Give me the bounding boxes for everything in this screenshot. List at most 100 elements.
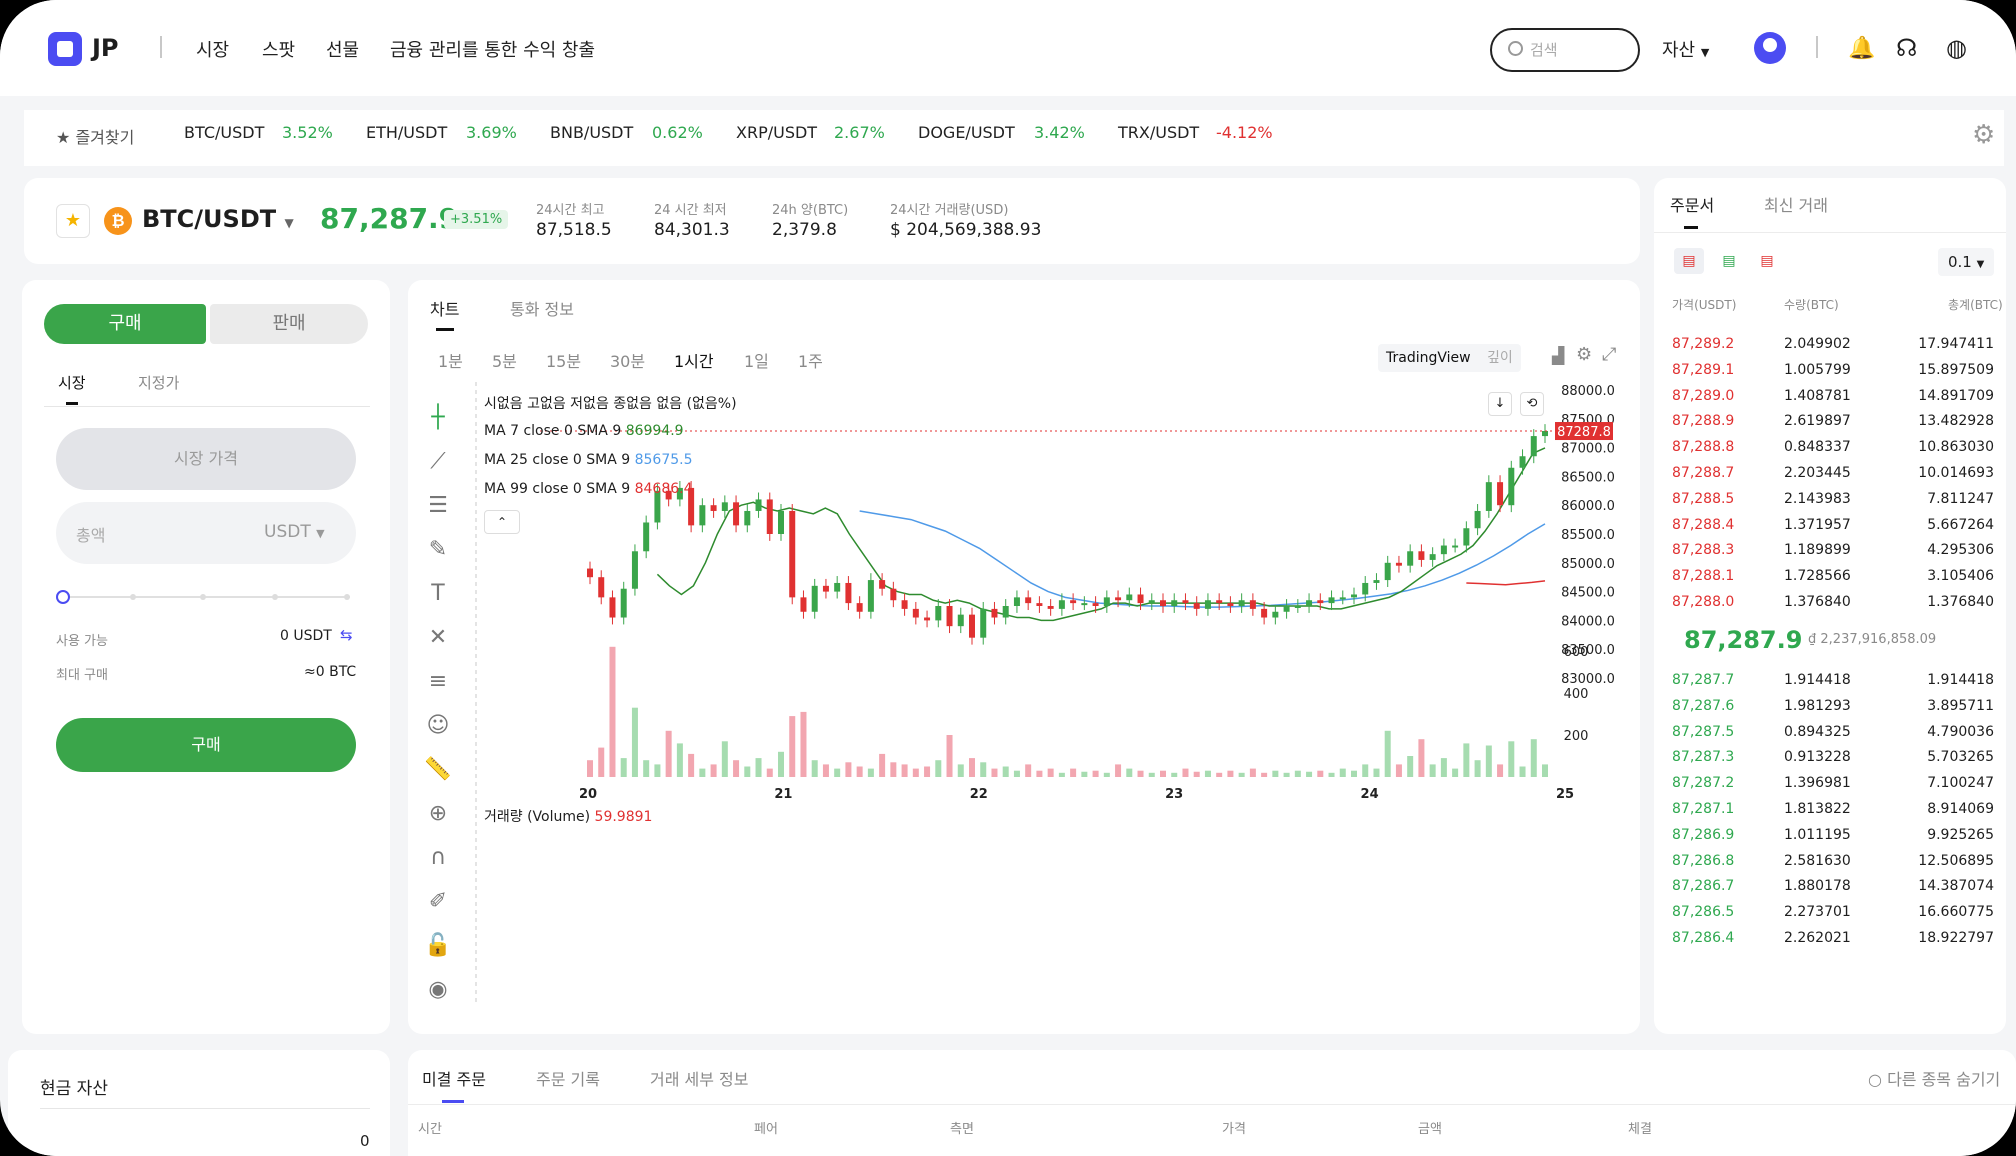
tab-trade-details[interactable]: 거래 세부 정보 — [650, 1070, 749, 1089]
favorite-star-icon[interactable]: ★ — [56, 204, 90, 238]
pattern-icon[interactable]: ✕ — [428, 625, 448, 650]
interval-30m[interactable]: 30분 — [610, 352, 646, 371]
pair-selector[interactable]: BTC/USDT ▼ — [142, 205, 294, 233]
trend-line-icon[interactable]: ⟋ — [430, 449, 446, 474]
fullscreen-icon[interactable]: ⤢ — [1602, 344, 1617, 365]
interval-1m[interactable]: 1분 — [438, 352, 463, 371]
amount-slider[interactable] — [56, 590, 356, 604]
orderbook-row[interactable]: 87,286.8 2.581630 12.506895 — [1672, 849, 1994, 875]
globe-icon[interactable]: ◍ — [1946, 34, 1967, 62]
horizontal-lines-icon[interactable]: ☰ — [428, 493, 448, 518]
orderbook-row[interactable]: 87,288.1 1.728566 3.105406 — [1672, 564, 1994, 590]
text-tool-icon[interactable]: T — [431, 581, 445, 606]
interval-1d[interactable]: 1일 — [744, 352, 769, 371]
ticker-symbol[interactable]: TRX/USDT — [1118, 123, 1200, 142]
tab-orderbook[interactable]: 주문서 — [1670, 196, 1715, 215]
view-depth[interactable]: 깊이 — [1487, 350, 1513, 366]
orderbook-asks-view-icon[interactable]: ▤ — [1760, 253, 1774, 269]
nav-link-earn[interactable]: 금융 관리를 통한 수익 창출 — [390, 40, 596, 61]
tick-size-dropdown[interactable]: 0.1 ▼ — [1938, 248, 1994, 276]
tab-order-history[interactable]: 주문 기록 — [536, 1070, 600, 1089]
amount-unit-dropdown[interactable]: USDT ▼ — [264, 522, 325, 542]
favorites-tab[interactable]: ★ 즐겨찾기 — [56, 124, 134, 148]
orderbook-row[interactable]: 87,287.3 0.913228 5.703265 — [1672, 745, 1994, 771]
order-type-market[interactable]: 시장 — [58, 374, 86, 392]
orderbook-row[interactable]: 87,287.7 1.914418 1.914418 — [1672, 668, 1994, 694]
ticker-symbol[interactable]: BNB/USDT — [550, 123, 634, 142]
headset-icon[interactable]: ☊ — [1896, 34, 1918, 62]
hide-other-pairs-toggle[interactable]: ○ 다른 종목 숨기기 — [1868, 1066, 2000, 1090]
orderbook-row[interactable]: 87,286.7 1.880178 14.387074 — [1672, 874, 1994, 900]
volume-tick-label: 200 — [1564, 729, 1589, 744]
interval-1h[interactable]: 1시간 — [674, 352, 714, 371]
transfer-icon[interactable]: ⇆ — [340, 626, 353, 644]
view-mode-toggle[interactable]: TradingView 깊이 — [1378, 344, 1521, 372]
assets-dropdown[interactable]: 자산 ▼ — [1662, 36, 1709, 62]
zoom-in-icon[interactable]: ⊕ — [428, 801, 448, 826]
price-chart[interactable]: 88000.087500.087000.086500.086000.085500… — [470, 372, 1630, 1032]
orderbook-row[interactable]: 87,288.7 2.203445 10.014693 — [1672, 461, 1994, 487]
gear-icon[interactable]: ⚙ — [1972, 120, 1996, 150]
volume-bar — [1171, 772, 1178, 777]
order-type-limit[interactable]: 지정가 — [138, 374, 180, 392]
orderbook-row[interactable]: 87,288.5 2.143983 7.811247 — [1672, 487, 1994, 513]
orderbook-row[interactable]: 87,287.1 1.813822 8.914069 — [1672, 797, 1994, 823]
interval-15m[interactable]: 15분 — [546, 352, 582, 371]
buy-tab[interactable]: 구매 — [44, 304, 206, 344]
orderbook-row[interactable]: 87,288.4 1.371957 5.667264 — [1672, 513, 1994, 539]
nav-link-futures[interactable]: 선물 — [326, 40, 360, 61]
orderbook-row[interactable]: 87,289.0 1.408781 14.891709 — [1672, 384, 1994, 410]
ticker-symbol[interactable]: DOGE/USDT — [918, 123, 1015, 142]
crosshair-icon[interactable]: ┼ — [431, 405, 445, 430]
unlock-icon[interactable]: 🔓 — [424, 933, 452, 958]
orderbook-row[interactable]: 87,287.2 1.396981 7.100247 — [1672, 771, 1994, 797]
reset-view-icon[interactable]: ⟲ — [1520, 392, 1544, 416]
nav-link-market[interactable]: 시장 — [196, 40, 230, 61]
chart-settings-icon[interactable]: ⚙ — [1576, 344, 1593, 365]
search-input[interactable]: 검색 — [1530, 41, 1558, 59]
collapse-legend-button[interactable]: ⌃ — [484, 510, 520, 534]
emoji-icon[interactable]: ☺ — [426, 713, 450, 738]
tab-recent-trades[interactable]: 최신 거래 — [1764, 196, 1828, 215]
ticker-symbol[interactable]: ETH/USDT — [366, 123, 448, 142]
orderbook-row[interactable]: 87,288.3 1.189899 4.295306 — [1672, 538, 1994, 564]
brush-icon[interactable]: ✎ — [428, 537, 448, 562]
brand-logo-icon[interactable] — [48, 32, 82, 66]
ticker-symbol[interactable]: XRP/USDT — [736, 123, 818, 142]
orderbook-row[interactable]: 87,288.9 2.619897 13.482928 — [1672, 409, 1994, 435]
search-box[interactable]: 검색 — [1490, 28, 1640, 72]
nav-link-spot[interactable]: 스팟 — [262, 40, 296, 61]
orderbook-row[interactable]: 87,288.8 0.848337 10.863030 — [1672, 435, 1994, 461]
orderbook-row[interactable]: 87,286.9 1.011195 9.925265 — [1672, 823, 1994, 849]
ticker-symbol[interactable]: BTC/USDT — [184, 123, 265, 142]
orderbook-both-view-icon[interactable]: ▤ — [1674, 248, 1704, 274]
brand-name[interactable]: JP — [92, 34, 119, 62]
orderbook-row[interactable]: 87,286.5 2.273701 16.660775 — [1672, 900, 1994, 926]
slider-thumb[interactable] — [56, 590, 70, 604]
orderbook-row[interactable]: 87,289.2 2.049902 17.947411 — [1672, 332, 1994, 358]
indicators-icon[interactable]: ▟ — [1552, 346, 1565, 365]
fib-icon[interactable]: ≡ — [428, 669, 448, 694]
view-tradingview[interactable]: TradingView — [1386, 350, 1471, 366]
tab-chart[interactable]: 차트 — [430, 300, 460, 319]
amount-field[interactable]: 총액 USDT ▼ — [56, 502, 356, 564]
avatar[interactable] — [1754, 32, 1786, 64]
orderbook-bids-view-icon[interactable]: ▤ — [1722, 253, 1736, 269]
bell-icon[interactable]: 🔔 — [1848, 36, 1876, 61]
download-icon[interactable]: ↓ — [1488, 392, 1512, 416]
orderbook-row[interactable]: 87,287.5 0.894325 4.790036 — [1672, 720, 1994, 746]
orderbook-row[interactable]: 87,287.6 1.981293 3.895711 — [1672, 694, 1994, 720]
magnet-icon[interactable]: ∩ — [429, 845, 447, 870]
eye-icon[interactable]: ◉ — [428, 977, 448, 1002]
orderbook-row[interactable]: 87,289.1 1.005799 15.897509 — [1672, 358, 1994, 384]
lock-drawing-icon[interactable]: ✐ — [428, 889, 448, 914]
tab-open-orders[interactable]: 미결 주문 — [422, 1070, 486, 1089]
orderbook-row[interactable]: 87,288.0 1.376840 1.376840 — [1672, 590, 1994, 616]
orderbook-row[interactable]: 87,286.4 2.262021 18.922797 — [1672, 926, 1994, 952]
interval-5m[interactable]: 5분 — [492, 352, 517, 371]
tab-coin-info[interactable]: 통화 정보 — [510, 300, 574, 319]
ruler-icon[interactable]: 📏 — [424, 757, 452, 782]
buy-submit-button[interactable]: 구매 — [56, 718, 356, 772]
sell-tab[interactable]: 판매 — [210, 304, 368, 344]
interval-1w[interactable]: 1주 — [798, 352, 823, 371]
